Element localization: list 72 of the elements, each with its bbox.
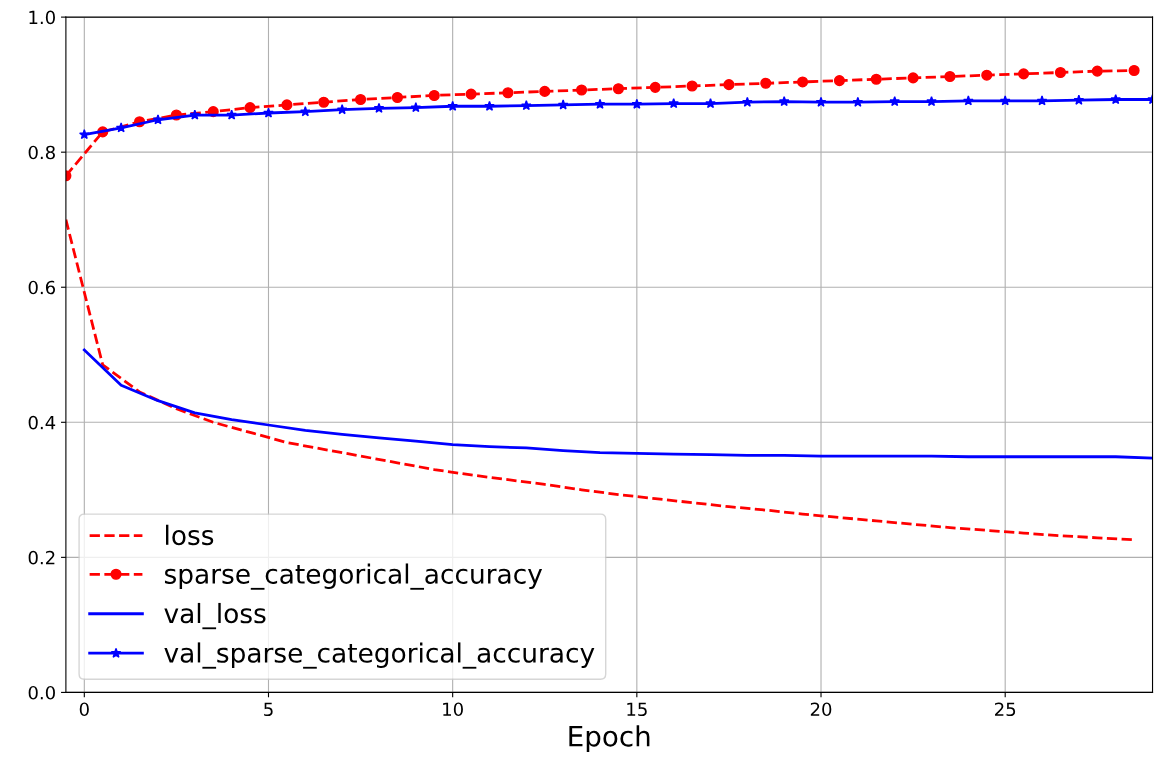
point [189,109,201,120]
point [778,95,790,107]
point [631,98,643,109]
legend-label: loss [166,524,214,546]
point [705,97,716,109]
point [926,95,937,107]
point [612,83,624,95]
x-tick-label: 15 [627,702,647,717]
point [594,98,606,109]
point [668,97,679,109]
point [78,129,90,140]
point [115,122,127,133]
point [1054,66,1067,79]
x-tick-label: 20 [810,702,832,717]
point [226,109,237,120]
x-tick-label: 5 [264,702,273,717]
point [1018,68,1030,80]
point [465,88,477,100]
point [852,96,864,107]
point [502,87,514,99]
point [300,106,311,117]
point [833,75,845,87]
point [686,80,698,92]
point [521,100,532,111]
point [355,93,367,106]
point [484,100,495,111]
point [944,70,956,83]
point [963,95,974,106]
legend-label: val_loss [164,602,266,630]
point [1110,93,1122,105]
point [907,72,919,84]
point [1073,94,1085,105]
legend-label: val_sparse_categorical_accuracy [164,642,595,669]
point [1128,64,1140,77]
point [981,69,993,81]
point [410,102,422,113]
point [244,102,256,114]
legend-label: sparse_categorical_accuracy [164,563,543,590]
y-tick-label: 0.0 [28,685,55,700]
point [889,95,901,107]
point [152,114,164,125]
point [742,96,753,107]
point [391,91,403,104]
point [999,95,1011,106]
y-tick-label: 0.8 [28,145,55,160]
point [1036,95,1048,106]
point [263,107,274,118]
point [649,81,661,93]
y-tick-label: 1.0 [29,10,55,25]
point [539,85,551,97]
point [723,79,735,91]
point [870,73,882,85]
x-tick-label: 0 [79,702,89,717]
point [447,100,458,111]
point [428,89,440,102]
point [797,76,809,88]
x-tick-label: 10 [443,702,463,717]
point [318,96,330,108]
point [281,99,293,111]
line-series [82,348,1153,460]
point [373,102,385,113]
point [1091,65,1103,77]
point [557,99,569,110]
y-tick-label: 0.2 [28,550,55,565]
point [815,96,827,107]
point [336,104,348,115]
x-tick-label: 25 [995,702,1016,717]
point [576,84,588,96]
x-axis-title: Epoch [569,725,650,753]
point [760,77,772,89]
y-tick-label: 0.6 [28,280,56,295]
y-tick-label: 0.4 [28,415,56,430]
